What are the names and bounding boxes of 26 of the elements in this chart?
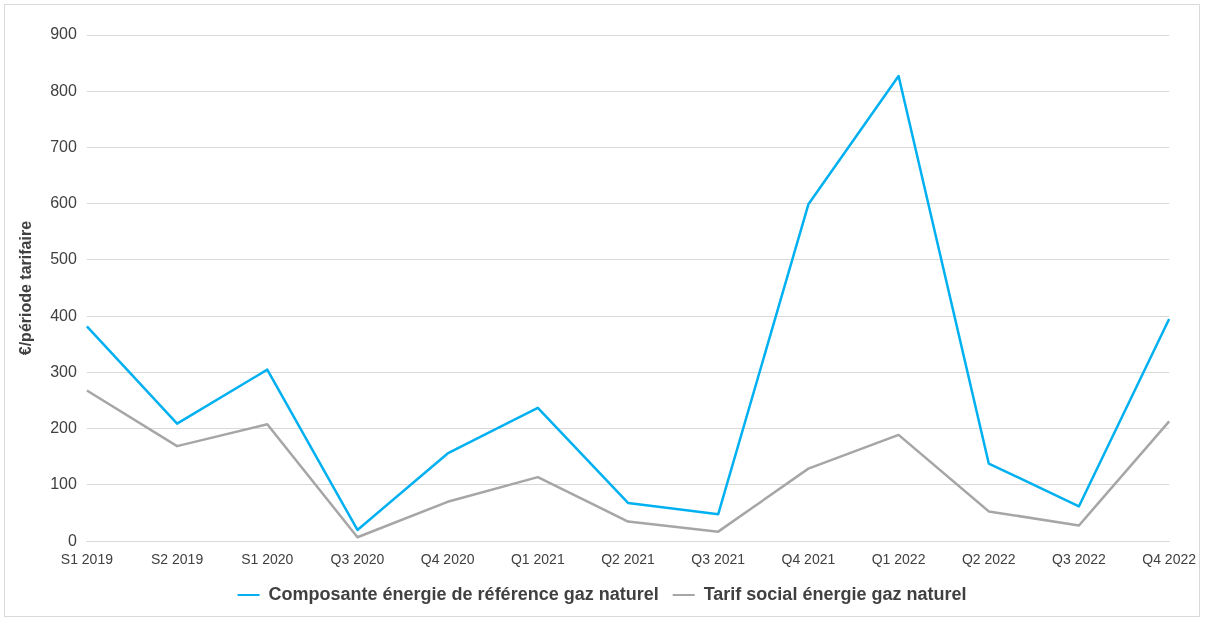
y-tick-label: 800: [50, 81, 77, 99]
x-tick-label: S1 2019: [60, 551, 114, 568]
x-tick-label: Q3 2020: [330, 551, 385, 568]
y-tick-label: 0: [67, 531, 77, 549]
y-tick-label: 700: [50, 137, 77, 155]
x-tick-label: S2 2019: [151, 551, 204, 568]
x-tick-label: Q3 2021: [691, 551, 746, 568]
x-tick-label: Q1 2021: [510, 551, 565, 568]
y-tick-label: 100: [50, 475, 77, 493]
y-tick-label: 900: [50, 25, 77, 43]
x-tick-label: Q2 2021: [601, 551, 656, 568]
y-axis-title: €/période tarifaire: [17, 220, 35, 356]
x-tick-label: Q4 2020: [420, 551, 475, 568]
legend-label: Tarif social énergie gaz naturel: [703, 583, 967, 604]
x-tick-label: Q4 2021: [781, 551, 836, 568]
y-tick-label: 500: [50, 250, 77, 268]
x-tick-label: Q3 2022: [1052, 551, 1107, 568]
legend-label: Composante énergie de référence gaz naturel: [268, 583, 659, 604]
y-tick-label: 400: [50, 306, 77, 324]
y-tick-label: 300: [50, 362, 77, 380]
x-tick-label: Q4 2022: [1142, 551, 1197, 568]
x-tick-label: Q2 2022: [961, 551, 1016, 568]
x-tick-label: Q1 2022: [871, 551, 926, 568]
y-tick-label: 200: [50, 419, 77, 437]
x-tick-label: S1 2020: [241, 551, 294, 568]
y-tick-label: 600: [50, 194, 77, 212]
